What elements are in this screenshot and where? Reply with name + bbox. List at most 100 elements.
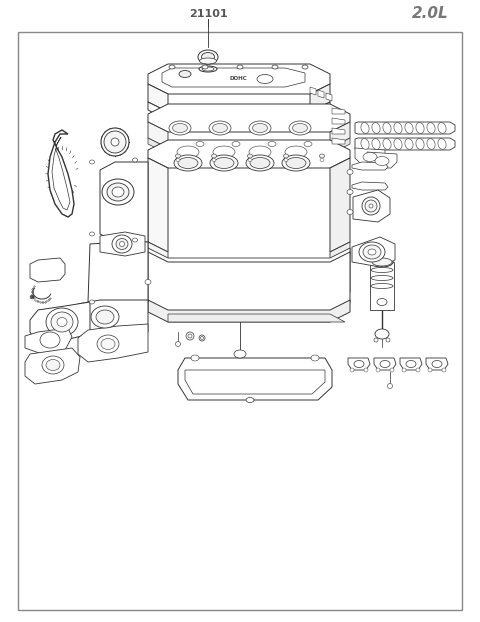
- Ellipse shape: [176, 341, 180, 346]
- Ellipse shape: [212, 159, 216, 162]
- Ellipse shape: [363, 245, 381, 259]
- Ellipse shape: [176, 154, 180, 158]
- Ellipse shape: [257, 75, 273, 83]
- Polygon shape: [326, 93, 332, 101]
- Ellipse shape: [234, 350, 246, 358]
- Ellipse shape: [371, 267, 393, 272]
- Ellipse shape: [104, 131, 126, 153]
- Ellipse shape: [320, 154, 324, 158]
- Ellipse shape: [272, 65, 278, 69]
- Ellipse shape: [394, 139, 402, 149]
- Polygon shape: [330, 158, 350, 252]
- Ellipse shape: [361, 123, 369, 133]
- Polygon shape: [148, 242, 168, 302]
- Ellipse shape: [246, 155, 274, 171]
- Ellipse shape: [145, 279, 151, 284]
- Ellipse shape: [89, 232, 95, 236]
- Ellipse shape: [169, 65, 175, 69]
- Polygon shape: [332, 108, 345, 114]
- Ellipse shape: [196, 141, 204, 147]
- Ellipse shape: [246, 397, 254, 402]
- Polygon shape: [148, 122, 168, 148]
- Ellipse shape: [380, 361, 390, 368]
- Ellipse shape: [132, 158, 137, 162]
- Polygon shape: [100, 232, 145, 256]
- Ellipse shape: [428, 368, 432, 372]
- Ellipse shape: [368, 249, 376, 255]
- Ellipse shape: [198, 50, 218, 64]
- Ellipse shape: [289, 121, 311, 135]
- Ellipse shape: [286, 157, 306, 169]
- Polygon shape: [30, 302, 90, 344]
- Ellipse shape: [416, 368, 420, 372]
- Polygon shape: [168, 314, 345, 322]
- Ellipse shape: [174, 155, 202, 171]
- Polygon shape: [330, 122, 350, 148]
- Ellipse shape: [427, 123, 435, 133]
- Text: 2.0L: 2.0L: [412, 6, 448, 22]
- Ellipse shape: [311, 355, 319, 361]
- Ellipse shape: [268, 141, 276, 147]
- Polygon shape: [367, 152, 397, 168]
- Polygon shape: [332, 118, 345, 124]
- Ellipse shape: [176, 159, 180, 162]
- Ellipse shape: [282, 155, 310, 171]
- Ellipse shape: [250, 157, 270, 169]
- Ellipse shape: [432, 361, 442, 368]
- Ellipse shape: [107, 183, 129, 201]
- Ellipse shape: [89, 300, 95, 304]
- Polygon shape: [426, 358, 448, 370]
- Polygon shape: [374, 358, 396, 370]
- Ellipse shape: [376, 368, 380, 372]
- Ellipse shape: [442, 368, 446, 372]
- Polygon shape: [353, 190, 390, 222]
- Ellipse shape: [101, 128, 129, 156]
- Ellipse shape: [416, 123, 424, 133]
- Ellipse shape: [347, 170, 353, 175]
- Ellipse shape: [40, 332, 60, 348]
- Polygon shape: [348, 358, 370, 370]
- Ellipse shape: [361, 139, 369, 149]
- Ellipse shape: [89, 160, 95, 164]
- Ellipse shape: [42, 356, 64, 374]
- Ellipse shape: [202, 65, 208, 69]
- Polygon shape: [355, 138, 455, 150]
- Ellipse shape: [383, 123, 391, 133]
- Ellipse shape: [375, 329, 389, 339]
- Ellipse shape: [188, 334, 192, 338]
- Polygon shape: [355, 122, 455, 134]
- Ellipse shape: [359, 242, 385, 262]
- Polygon shape: [148, 158, 168, 252]
- Ellipse shape: [387, 384, 393, 389]
- Text: DOHC: DOHC: [229, 77, 247, 81]
- Polygon shape: [30, 258, 65, 282]
- Ellipse shape: [30, 295, 34, 299]
- Ellipse shape: [200, 58, 216, 64]
- Ellipse shape: [362, 197, 380, 215]
- Ellipse shape: [199, 335, 205, 341]
- Ellipse shape: [249, 146, 271, 158]
- Polygon shape: [52, 137, 70, 210]
- Ellipse shape: [97, 335, 119, 353]
- Ellipse shape: [202, 52, 215, 62]
- Ellipse shape: [248, 159, 252, 162]
- Polygon shape: [148, 102, 330, 120]
- Ellipse shape: [438, 139, 446, 149]
- Ellipse shape: [169, 121, 191, 135]
- Polygon shape: [100, 162, 148, 244]
- Ellipse shape: [416, 139, 424, 149]
- Ellipse shape: [377, 299, 387, 305]
- Polygon shape: [78, 324, 148, 362]
- Ellipse shape: [91, 306, 119, 328]
- Ellipse shape: [96, 310, 114, 324]
- Ellipse shape: [186, 332, 194, 340]
- Polygon shape: [78, 300, 148, 338]
- Ellipse shape: [212, 154, 216, 158]
- Polygon shape: [148, 248, 350, 264]
- Ellipse shape: [112, 187, 124, 197]
- Ellipse shape: [112, 235, 132, 253]
- Ellipse shape: [46, 360, 60, 371]
- Ellipse shape: [371, 276, 393, 281]
- Polygon shape: [400, 358, 422, 370]
- Polygon shape: [332, 128, 345, 134]
